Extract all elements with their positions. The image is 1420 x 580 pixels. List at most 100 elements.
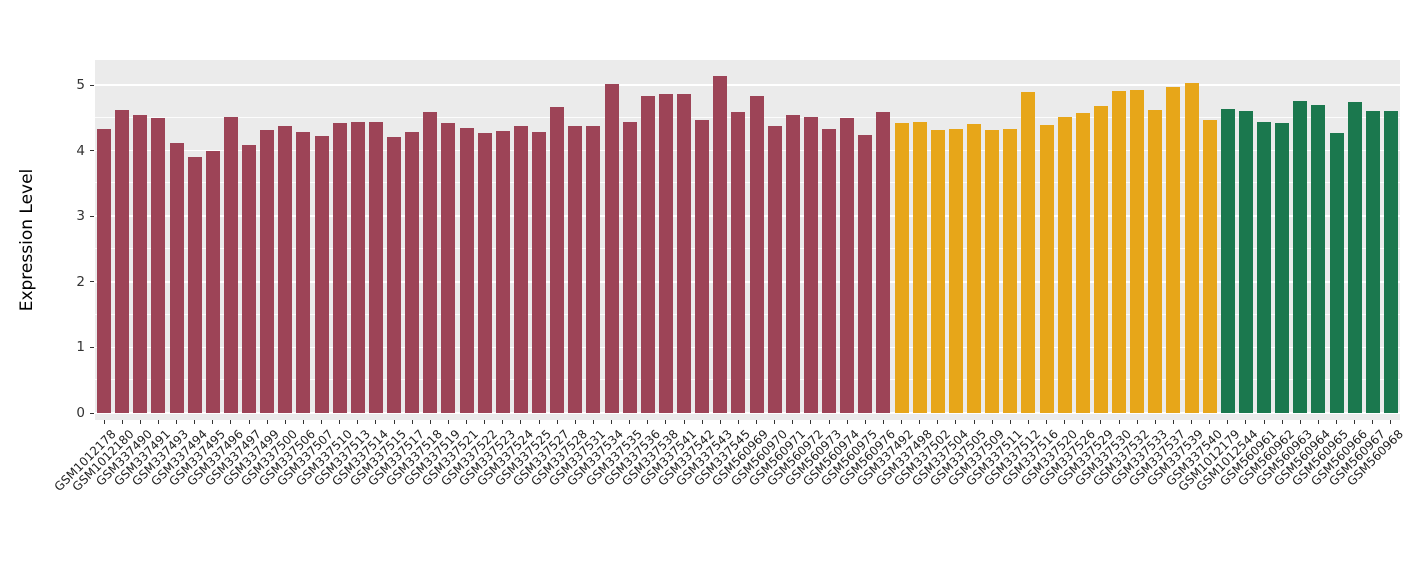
bar <box>1202 119 1217 413</box>
x-tick-mark <box>1082 420 1084 424</box>
bar <box>1112 90 1127 413</box>
bar <box>187 157 202 413</box>
x-tick-mark <box>538 420 540 424</box>
bar <box>1003 128 1018 413</box>
bar <box>151 117 166 413</box>
bar <box>1039 125 1054 413</box>
bar <box>785 114 800 413</box>
x-tick-mark <box>1046 420 1048 424</box>
x-tick-mark <box>556 420 558 424</box>
x-tick-mark <box>103 420 105 424</box>
bar <box>1293 100 1308 413</box>
gridline-minor <box>95 379 1400 381</box>
x-tick-mark <box>665 420 667 424</box>
x-tick-mark <box>1100 420 1102 424</box>
gridline-major <box>95 281 1400 283</box>
x-tick-mark <box>466 420 468 424</box>
x-tick-mark <box>447 420 449 424</box>
bar <box>1148 109 1163 413</box>
bar <box>1365 111 1380 413</box>
bar <box>767 125 782 413</box>
gridline-major <box>95 215 1400 217</box>
bar <box>1075 113 1090 413</box>
bar <box>441 123 456 413</box>
bar <box>985 129 1000 413</box>
bar <box>604 83 619 413</box>
x-tick-mark <box>774 420 776 424</box>
x-tick-mark <box>1263 420 1265 424</box>
x-tick-mark <box>1009 420 1011 424</box>
bar <box>1238 110 1253 413</box>
bar <box>1329 132 1344 413</box>
x-tick-mark <box>339 420 341 424</box>
x-tick-mark <box>792 420 794 424</box>
bar <box>495 130 510 413</box>
x-tick-mark <box>1299 420 1301 424</box>
x-tick-mark <box>611 420 613 424</box>
bar <box>550 107 565 413</box>
bar <box>876 111 891 413</box>
x-tick-mark <box>302 420 304 424</box>
bar <box>1130 89 1145 413</box>
bar <box>622 121 637 413</box>
x-tick-mark <box>737 420 739 424</box>
bar <box>169 142 184 413</box>
bar <box>1021 92 1036 413</box>
gridline-major <box>95 346 1400 349</box>
bar <box>477 132 492 413</box>
x-tick-mark <box>1191 420 1193 424</box>
bar <box>894 123 909 413</box>
bar <box>260 130 275 413</box>
y-tick-mark <box>90 84 94 86</box>
bar <box>513 125 528 413</box>
bar <box>1184 83 1199 413</box>
bar <box>677 94 692 413</box>
x-tick-mark <box>701 420 703 424</box>
bar <box>459 128 474 413</box>
y-tick-label: 2 <box>76 273 85 290</box>
y-tick-mark <box>90 150 94 152</box>
bar <box>568 125 583 413</box>
x-tick-mark <box>683 420 685 424</box>
y-tick-label: 4 <box>76 142 85 159</box>
bar <box>840 118 855 413</box>
x-tick-mark <box>1154 420 1156 424</box>
bar <box>713 75 728 413</box>
x-tick-mark <box>919 420 921 424</box>
bar <box>858 134 873 413</box>
x-tick-mark <box>1172 420 1174 424</box>
x-tick-mark <box>1027 420 1029 424</box>
x-tick-mark <box>756 420 758 424</box>
gridline-major <box>95 412 1400 414</box>
x-tick-mark <box>937 420 939 424</box>
bar <box>368 122 383 413</box>
x-tick-mark <box>1372 420 1374 424</box>
bar <box>912 122 927 413</box>
x-tick-mark <box>1317 420 1319 424</box>
y-tick-label: 3 <box>76 208 85 225</box>
gridline-minor <box>95 182 1400 184</box>
bar <box>332 123 347 413</box>
x-tick-mark <box>955 420 957 424</box>
bar <box>1257 122 1272 413</box>
x-tick-mark <box>1354 420 1356 424</box>
x-tick-mark <box>864 420 866 424</box>
bar <box>731 111 746 413</box>
x-tick-mark <box>411 420 413 424</box>
x-tick-mark <box>1064 420 1066 424</box>
x-tick-mark <box>194 420 196 424</box>
gridline-major <box>95 84 1400 86</box>
x-tick-mark <box>139 420 141 424</box>
x-tick-mark <box>248 420 250 424</box>
x-tick-mark <box>647 420 649 424</box>
bar <box>314 135 329 413</box>
y-tick-mark <box>90 281 94 283</box>
gridline-major <box>95 149 1400 152</box>
y-tick-label: 0 <box>76 405 85 421</box>
x-tick-mark <box>1281 420 1283 424</box>
x-tick-mark <box>212 420 214 424</box>
x-tick-mark <box>1390 420 1392 424</box>
x-tick-mark <box>592 420 594 424</box>
y-tick-label: 1 <box>76 339 85 356</box>
